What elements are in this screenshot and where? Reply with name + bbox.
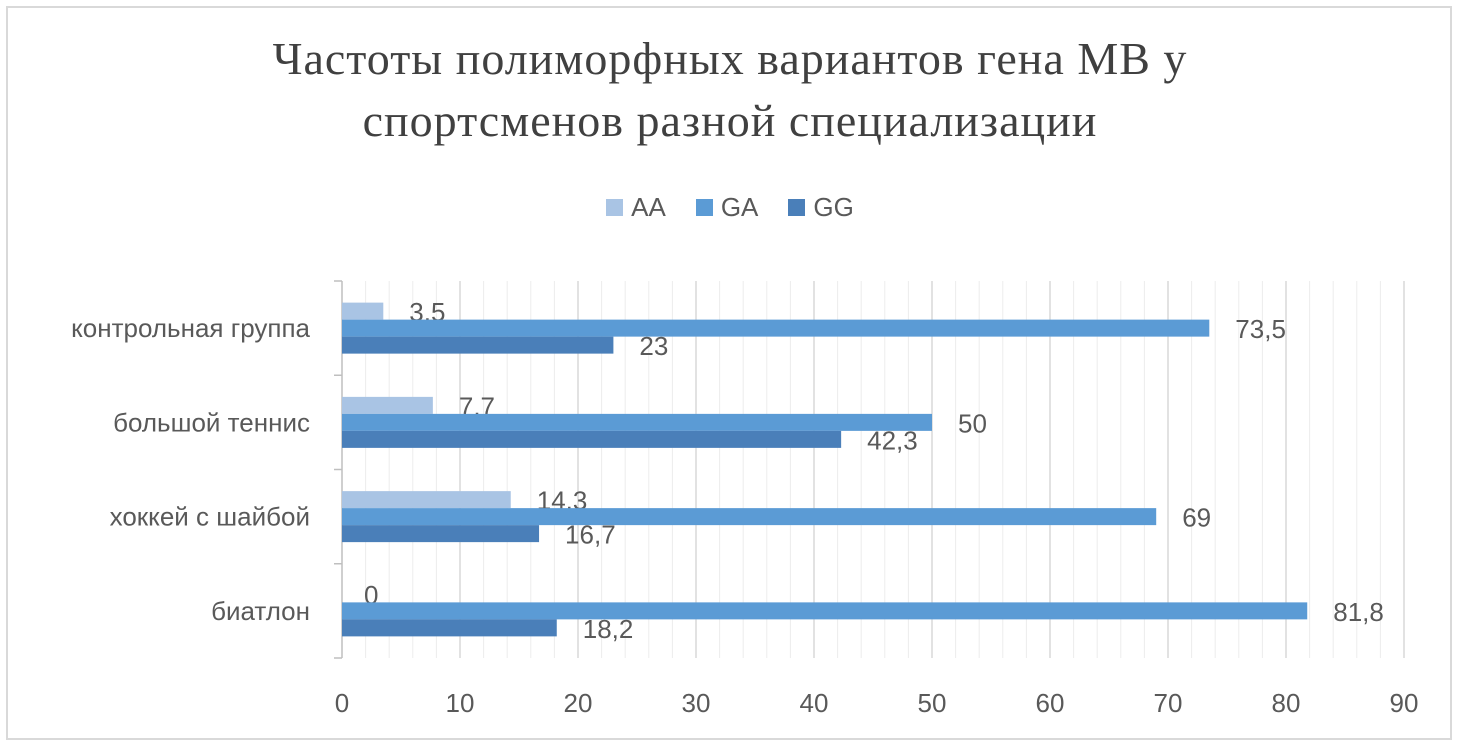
category-label: контрольная группа	[71, 313, 310, 343]
legend-label-aa: AA	[631, 192, 666, 222]
data-label: 50	[958, 408, 987, 438]
data-label: 16,7	[565, 520, 616, 550]
legend-item-gg: GG	[788, 192, 854, 223]
bar-ga	[342, 413, 932, 431]
bar-gg	[342, 430, 842, 448]
legend-item-aa: AA	[606, 192, 666, 223]
x-tick-label: 80	[1272, 688, 1301, 718]
x-tick-label: 30	[682, 688, 711, 718]
legend-label-gg: GG	[813, 192, 854, 222]
x-tick-label: 0	[335, 688, 349, 718]
x-tick-label: 10	[446, 688, 475, 718]
chart-title-line-2: спортсменов разной специализации	[362, 95, 1098, 146]
bar-gg	[342, 525, 540, 543]
category-label: биатлон	[211, 596, 310, 626]
data-label: 69	[1182, 503, 1211, 533]
legend-swatch-gg	[788, 199, 806, 216]
x-tick-label: 20	[564, 688, 593, 718]
bar-gg	[342, 619, 557, 637]
bar-ga	[342, 319, 1210, 337]
data-label: 81,8	[1333, 597, 1384, 627]
data-label: 73,5	[1235, 314, 1286, 344]
data-label: 23	[639, 331, 668, 361]
legend-swatch-aa	[606, 199, 624, 216]
x-tick-label: 90	[1390, 688, 1419, 718]
x-tick-label: 60	[1036, 688, 1065, 718]
data-label: 42,3	[867, 425, 918, 455]
legend-item-ga: GA	[695, 192, 759, 223]
x-tick-label: 50	[918, 688, 947, 718]
bar-ga	[342, 508, 1157, 526]
bar-aa	[342, 396, 433, 414]
data-label: 18,2	[583, 614, 634, 644]
legend-swatch-ga	[695, 199, 713, 216]
bar-gg	[342, 336, 614, 354]
chart-legend: AA GA GG	[0, 192, 1460, 223]
bar-aa	[342, 302, 384, 320]
legend-label-ga: GA	[720, 192, 759, 222]
x-tick-label: 40	[800, 688, 829, 718]
chart-title-line-1: Частоты полиморфных вариантов гена MB у	[272, 33, 1188, 84]
category-label: хоккей с шайбой	[110, 502, 310, 532]
bar-aa	[342, 491, 511, 509]
x-tick-label: 70	[1154, 688, 1183, 718]
chart-title: Частоты полиморфных вариантов гена MB у …	[0, 28, 1460, 152]
category-label: большой теннис	[113, 407, 310, 437]
bar-ga	[342, 602, 1308, 620]
